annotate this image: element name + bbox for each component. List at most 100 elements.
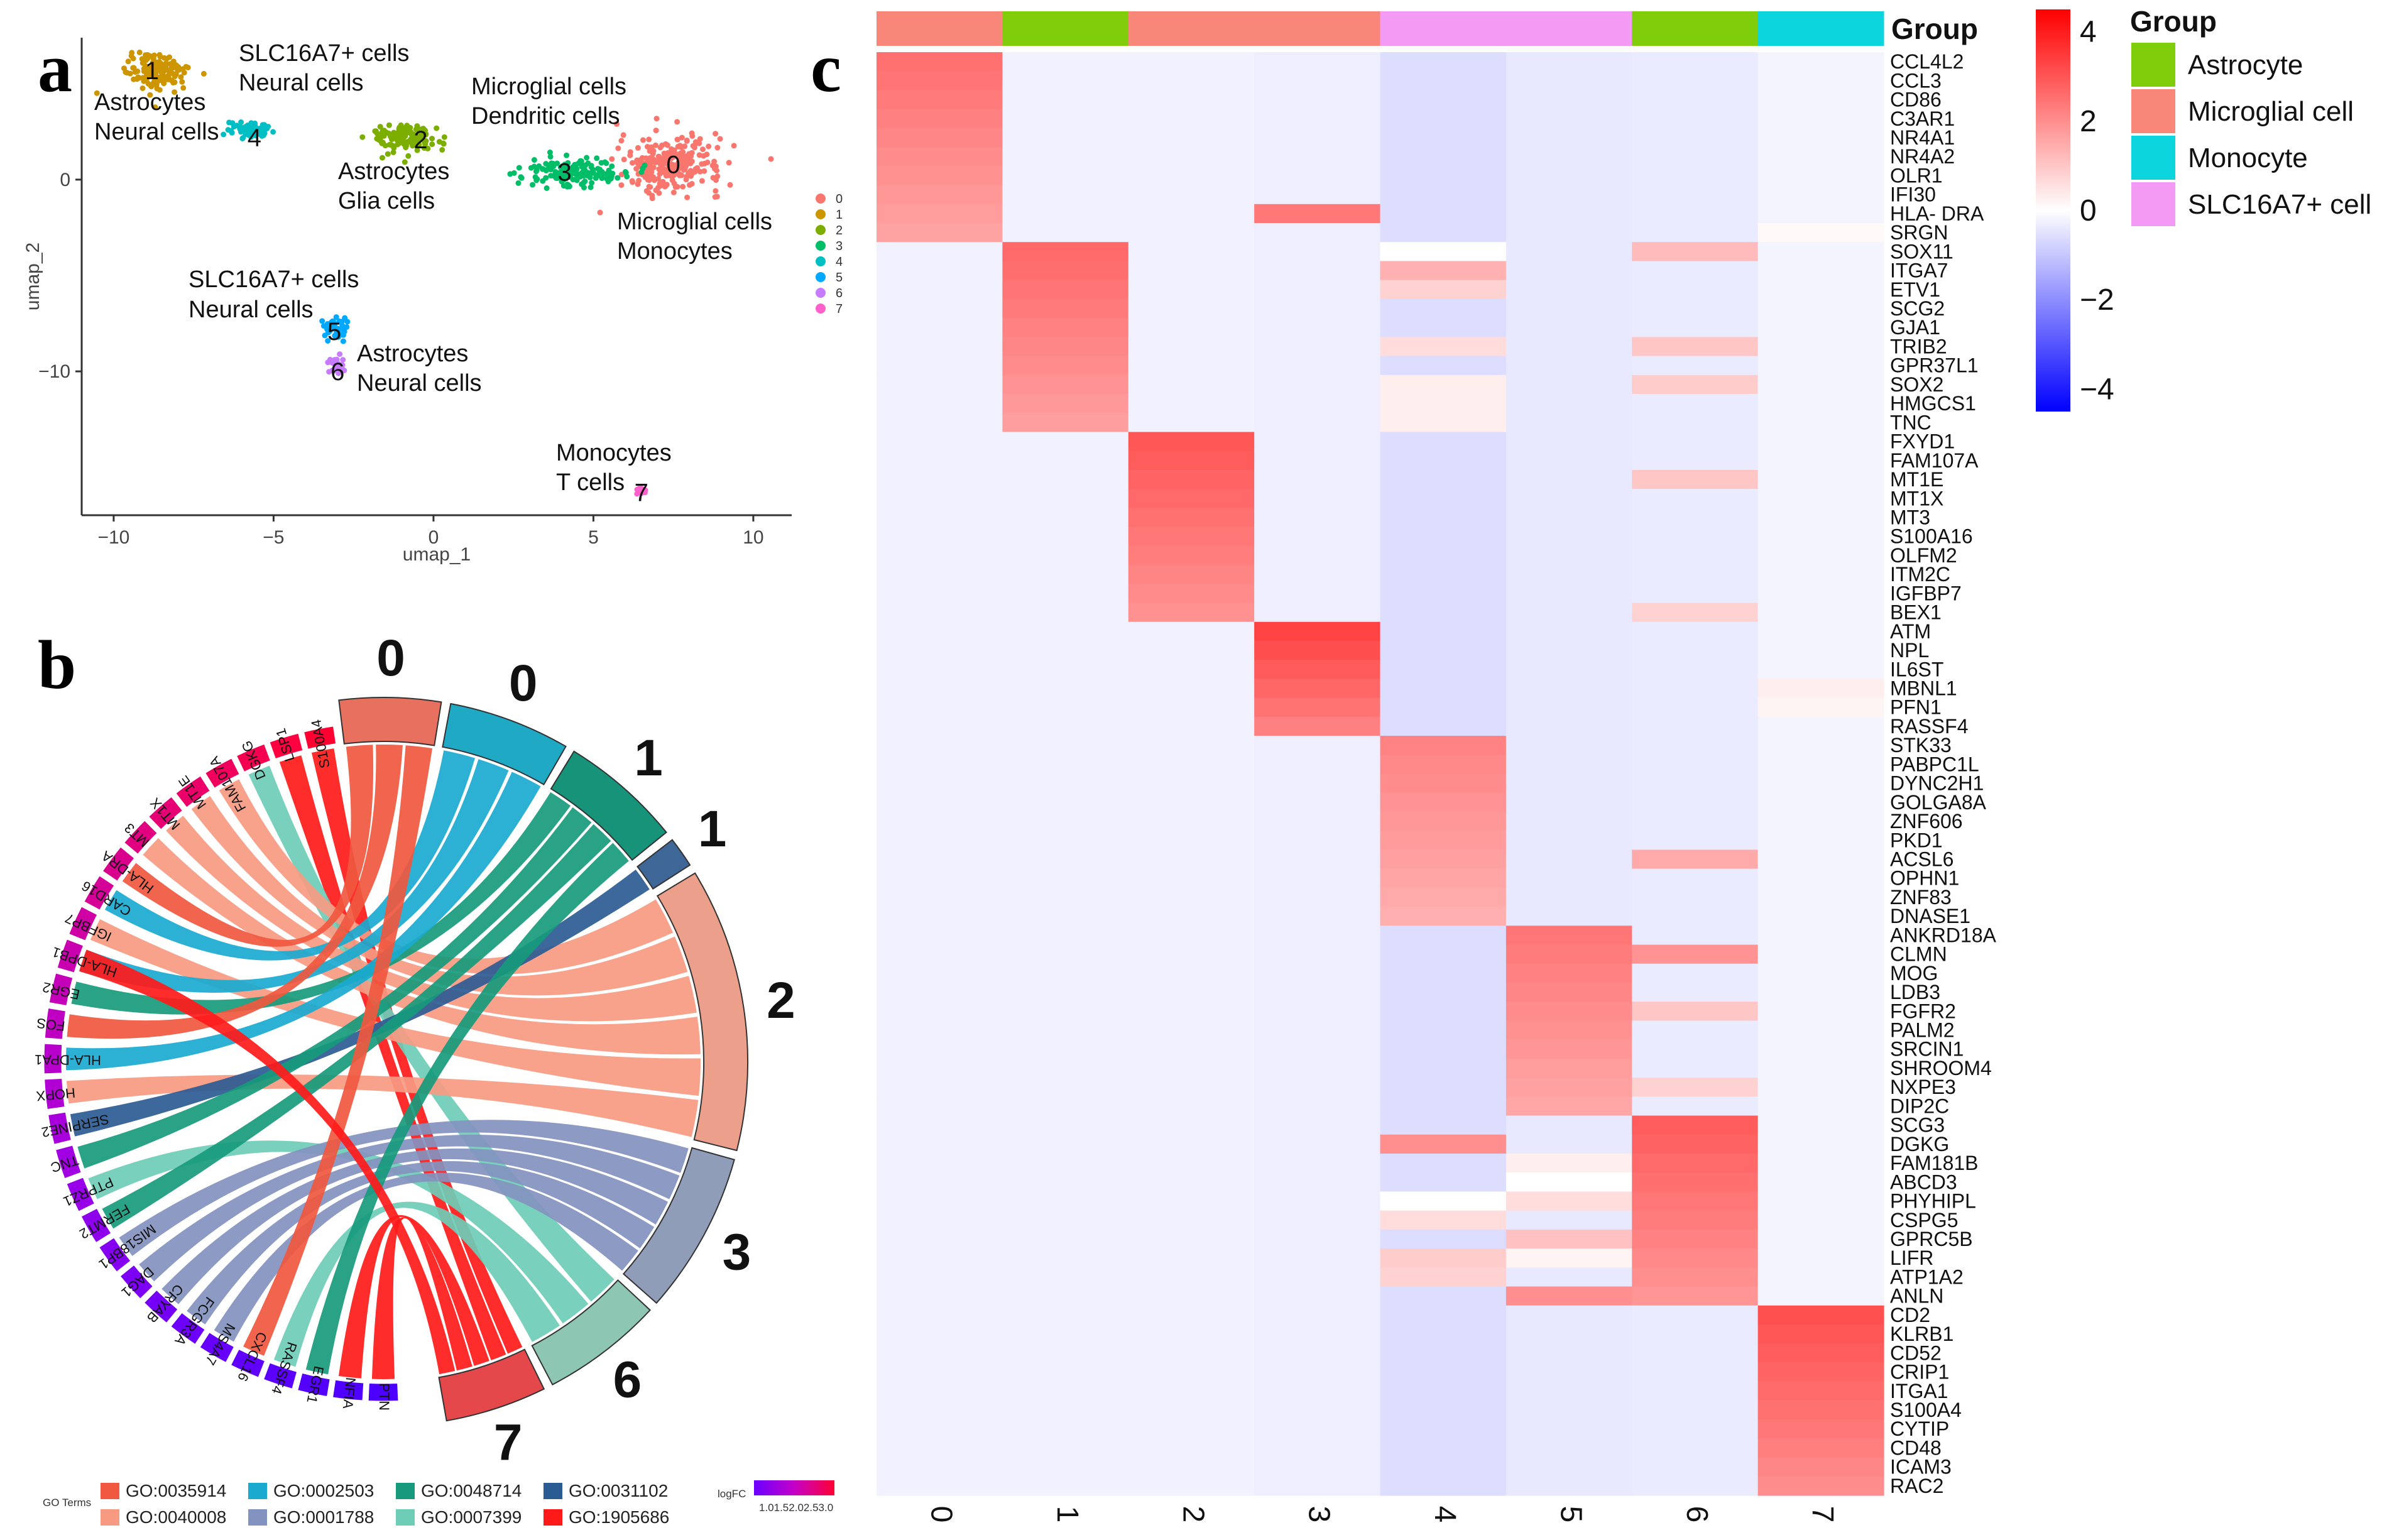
umap-point: [679, 162, 685, 168]
heatmap-cell: [1002, 1343, 1129, 1363]
umap-point: [152, 104, 158, 111]
heatmap-gene-label: PALM2: [1890, 1019, 1955, 1042]
heatmap-cell: [1632, 697, 1759, 718]
heatmap-cell: [1002, 1248, 1129, 1268]
heatmap-cell: [1505, 166, 1632, 186]
heatmap-cell: [1002, 736, 1129, 755]
heatmap-cell: [1380, 1248, 1507, 1268]
umap-point: [650, 150, 656, 156]
gene-block: [48, 973, 74, 1007]
gene-block: [48, 1111, 72, 1145]
umap-point: [564, 183, 571, 190]
umap-ticks: −10 −5 0 5 10 0 −10: [38, 170, 763, 548]
heatmap-cell: [1128, 1096, 1255, 1117]
heatmap-cell: [1757, 1039, 1884, 1059]
heatmap-cell: [877, 109, 1003, 129]
heatmap-cell: [1757, 71, 1884, 91]
umap-point: [615, 145, 621, 151]
chord-link: [66, 1074, 699, 1137]
umap-legend-swatch: [816, 256, 826, 266]
heatmap-cell: [1632, 90, 1759, 110]
umap-point: [548, 167, 554, 173]
heatmap-cell: [1380, 318, 1507, 337]
umap-point: [650, 174, 657, 180]
heatmap-cell: [1128, 1438, 1255, 1458]
umap-point: [593, 172, 599, 178]
umap-annotation-5-line2: Neural cells: [188, 297, 314, 323]
umap-cluster-label: 1: [145, 57, 159, 85]
umap-point: [666, 168, 672, 173]
heatmap-gene-label: LDB3: [1890, 981, 1940, 1003]
umap-point: [656, 190, 662, 196]
heatmap-cell: [1757, 109, 1884, 129]
heatmap-cell: [1128, 849, 1255, 870]
sector-arc: [622, 1147, 735, 1304]
umap-point: [532, 174, 538, 180]
umap-cluster-label: 3: [557, 159, 571, 187]
heatmap-cell: [1254, 1457, 1381, 1477]
umap-point: [646, 136, 652, 143]
heatmap-cell: [1380, 469, 1507, 489]
heatmap-cell: [1002, 907, 1129, 926]
heatmap-cell: [1254, 242, 1381, 262]
umap-point: [689, 170, 696, 177]
heatmap-cell: [1128, 52, 1255, 72]
heatmap-cell: [1128, 1153, 1255, 1173]
heatmap-cell: [1757, 982, 1884, 1002]
umap-x-label: umap_1: [403, 544, 471, 565]
chord-gene-label: NFIA: [340, 1377, 359, 1410]
gene-block: [44, 1078, 65, 1110]
heatmap-cell: [1505, 413, 1632, 433]
heatmap-cell: [1254, 1172, 1381, 1193]
chord-arcs: [43, 696, 748, 1422]
heatmap-cell: [1505, 1438, 1632, 1458]
umap-point: [656, 166, 662, 172]
group-bar-cell: [1505, 11, 1632, 46]
umap-point: [167, 61, 173, 67]
umap-point: [151, 73, 157, 79]
heatmap-cell: [1380, 944, 1507, 964]
umap-point: [621, 156, 627, 163]
umap-point: [598, 173, 604, 180]
group-legend-swatch: [2131, 89, 2175, 133]
umap-point: [618, 138, 625, 144]
group-legend-title: Group: [2130, 5, 2217, 38]
umap-point: [441, 134, 447, 140]
heatmap-cell: [1757, 679, 1884, 699]
sector-arc: [636, 839, 691, 890]
umap-point: [429, 136, 435, 142]
heatmap-cell: [1002, 280, 1129, 300]
heatmap-cell: [877, 1172, 1003, 1193]
gene-block: [148, 796, 183, 830]
heatmap-gene-label: PABPC1L: [1890, 753, 1979, 775]
heatmap-cell: [1632, 1096, 1759, 1117]
chord-legend: GO Terms GO:0035914GO:0040008GO:0002503G…: [43, 1480, 834, 1527]
heatmap-cell: [1380, 584, 1507, 604]
heatmap-cell: [1254, 1191, 1381, 1211]
heatmap-cell: [1505, 356, 1632, 376]
heatmap-cell: [1128, 1078, 1255, 1097]
chord-link: [191, 795, 688, 996]
umap-point: [164, 55, 170, 62]
heatmap-cell: [1128, 811, 1255, 831]
heatmap-cell: [1380, 1400, 1507, 1420]
umap-point: [595, 166, 601, 172]
heatmap-cell: [1002, 1172, 1129, 1193]
heatmap-cell: [1254, 280, 1381, 300]
umap-legend-label: 5: [836, 271, 843, 285]
heatmap-cell: [877, 1419, 1003, 1439]
heatmap-cell: [1632, 1419, 1759, 1439]
umap-point: [655, 175, 662, 182]
heatmap-cell: [1380, 1343, 1507, 1363]
chord-link: [71, 792, 571, 1015]
heatmap-cell: [1505, 469, 1632, 489]
heatmap-cell: [1757, 603, 1884, 623]
heatmap-cell: [1002, 166, 1129, 186]
umap-point: [161, 80, 167, 87]
gene-block: [66, 1177, 96, 1212]
umap-point: [334, 356, 340, 363]
heatmap-cell: [1002, 469, 1129, 489]
heatmap-cell: [1002, 811, 1129, 831]
umap-point: [560, 177, 567, 183]
umap-point: [339, 322, 346, 329]
